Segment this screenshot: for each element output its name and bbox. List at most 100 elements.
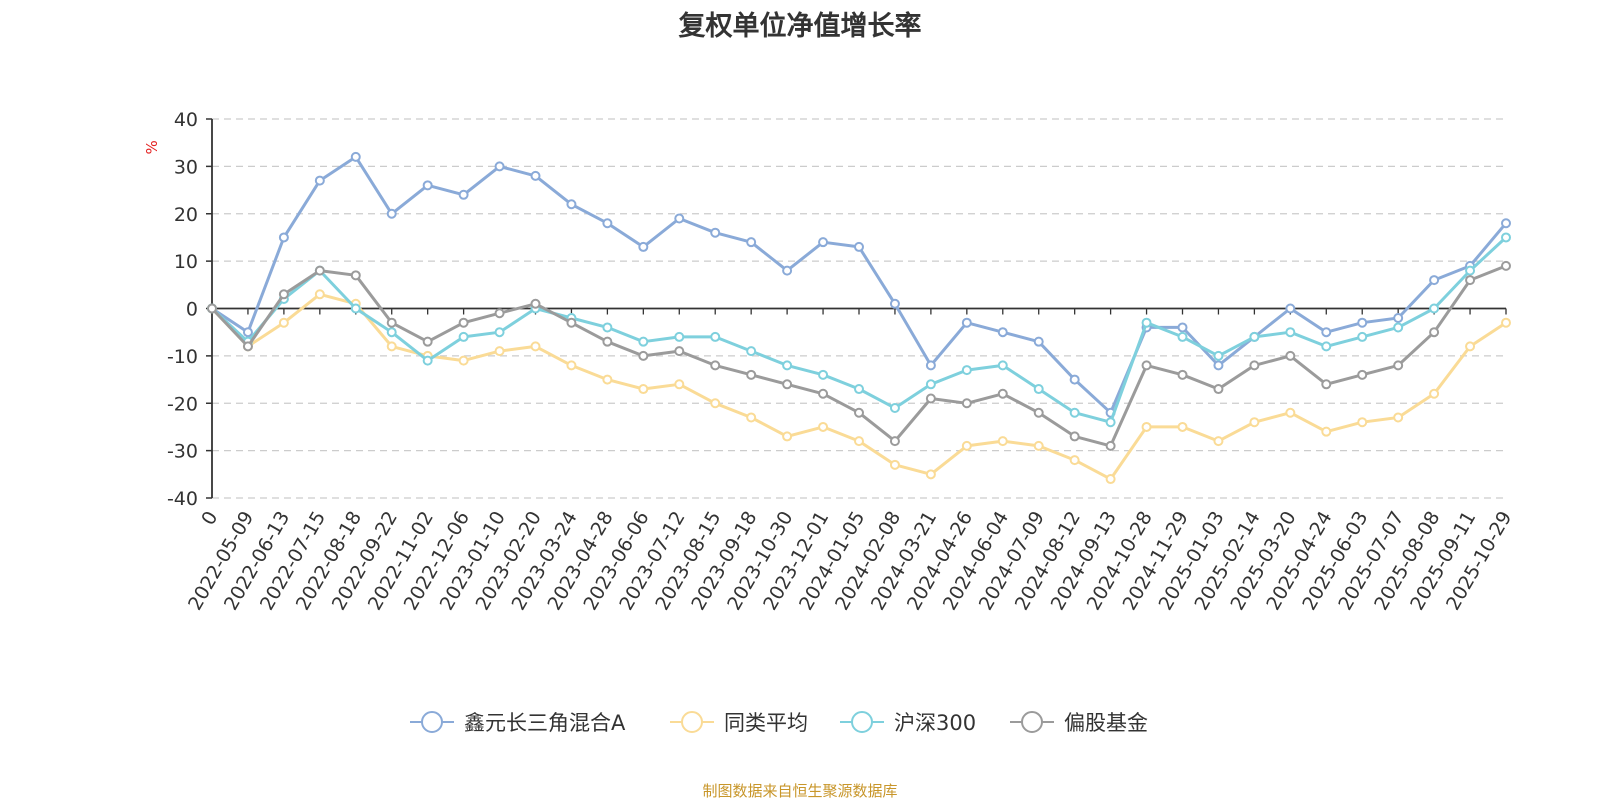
data-point (1501, 317, 1511, 328)
data-point (1177, 322, 1188, 333)
y-tick-label: 30 (174, 156, 198, 178)
legend-label[interactable]: 沪深300 (894, 711, 976, 735)
data-point (494, 161, 505, 172)
data-point (889, 436, 900, 447)
y-tick-label: -40 (167, 488, 198, 510)
y-tick-label: 10 (174, 251, 198, 273)
data-point (1393, 360, 1404, 371)
data-point (1393, 312, 1404, 323)
axes: 403020100-10-20-30-40%02022-05-092022-06… (143, 109, 1516, 614)
data-point (782, 360, 793, 371)
data-point (386, 341, 397, 352)
data-point (566, 360, 577, 371)
data-point (566, 199, 577, 210)
data-source-note: 制图数据来自恒生聚源数据库 (702, 782, 898, 800)
legend-label[interactable]: 同类平均 (724, 711, 808, 735)
data-point (242, 341, 253, 352)
data-point (1321, 426, 1332, 437)
data-point (1105, 440, 1116, 451)
legend-label[interactable]: 偏股基金 (1064, 711, 1148, 735)
data-point (1141, 317, 1152, 328)
legend-label[interactable]: 鑫元长三角混合A (464, 711, 626, 735)
data-point (710, 398, 721, 409)
data-point (278, 317, 289, 328)
data-point (1393, 412, 1404, 423)
data-point (710, 331, 721, 342)
data-point (1177, 331, 1188, 342)
data-point (782, 379, 793, 390)
data-point (1177, 369, 1188, 380)
data-point (818, 369, 829, 380)
data-point (1321, 379, 1332, 390)
data-point (674, 379, 685, 390)
data-point (602, 218, 613, 229)
data-point (674, 346, 685, 357)
data-point (1285, 327, 1296, 338)
data-point (1429, 303, 1440, 314)
data-point (1321, 327, 1332, 338)
data-point (1069, 431, 1080, 442)
data-point (566, 317, 577, 328)
data-point (1033, 440, 1044, 451)
y-tick-label: 0 (186, 299, 198, 321)
y-tick-label: 20 (174, 204, 198, 226)
data-point (889, 402, 900, 413)
data-point (782, 265, 793, 276)
chart-title: 复权单位净值增长率 (678, 11, 922, 42)
data-point (1249, 331, 1260, 342)
data-point (1465, 265, 1476, 276)
data-point (530, 298, 541, 309)
data-point (350, 303, 361, 314)
data-point (1465, 341, 1476, 352)
data-point (242, 327, 253, 338)
data-point (1393, 322, 1404, 333)
data-point (278, 232, 289, 243)
data-point (1357, 317, 1368, 328)
data-point (1213, 384, 1224, 395)
data-point (997, 436, 1008, 447)
y-tick-label: 40 (174, 109, 198, 131)
data-point (746, 369, 757, 380)
legend-marker-icon (851, 711, 873, 733)
data-point (997, 360, 1008, 371)
data-point (602, 336, 613, 347)
data-point (1249, 417, 1260, 428)
data-point (818, 421, 829, 432)
data-point (494, 327, 505, 338)
data-point (961, 440, 972, 451)
data-point (1501, 260, 1511, 271)
data-point (1465, 275, 1476, 286)
data-point (422, 180, 433, 191)
data-point (1429, 327, 1440, 338)
data-point (278, 289, 289, 300)
data-point (638, 384, 649, 395)
y-tick-label: -30 (167, 441, 198, 463)
data-point (1213, 360, 1224, 371)
x-tick-label: 0 (197, 508, 222, 529)
data-point (1285, 303, 1296, 314)
data-point (1429, 275, 1440, 286)
data-point (925, 360, 936, 371)
data-point (710, 227, 721, 238)
data-point (746, 412, 757, 423)
data-point (602, 322, 613, 333)
data-point (638, 350, 649, 361)
series-lines (207, 151, 1511, 485)
data-point (1213, 436, 1224, 447)
data-point (782, 431, 793, 442)
legend-marker-icon (421, 711, 443, 733)
data-point (925, 379, 936, 390)
data-point (1141, 421, 1152, 432)
data-point (1069, 455, 1080, 466)
data-point (458, 331, 469, 342)
legend[interactable]: 鑫元长三角混合A 同类平均 沪深300 偏股基金 (410, 711, 1148, 735)
data-point (674, 213, 685, 224)
data-point (1177, 421, 1188, 432)
data-point (1501, 232, 1511, 243)
data-point (422, 336, 433, 347)
legend-marker-icon (1021, 711, 1043, 733)
data-point (458, 189, 469, 200)
data-point (602, 374, 613, 385)
data-point (1033, 407, 1044, 418)
